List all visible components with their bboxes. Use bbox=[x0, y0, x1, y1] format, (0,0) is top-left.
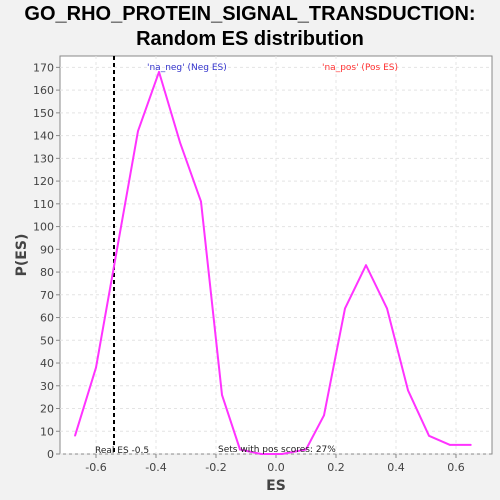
y-tick-label: 110 bbox=[33, 198, 54, 211]
data-point bbox=[323, 414, 325, 417]
x-tick-label: -0.6 bbox=[85, 461, 106, 474]
data-point bbox=[428, 435, 430, 437]
y-tick-label: 70 bbox=[40, 289, 54, 302]
y-tick-label: 10 bbox=[40, 425, 54, 438]
y-tick-label: 160 bbox=[33, 84, 54, 97]
x-axis-title: ES bbox=[266, 478, 286, 494]
data-point bbox=[260, 453, 262, 455]
y-tick-label: 90 bbox=[40, 243, 54, 256]
chart-title-line-1: GO_RHO_PROTEIN_SIGNAL_TRANSDUCTION: bbox=[24, 3, 476, 25]
y-tick-label: 130 bbox=[33, 152, 54, 165]
y-tick-label: 120 bbox=[33, 175, 54, 188]
y-tick-label: 0 bbox=[47, 448, 54, 461]
y-tick-label: 20 bbox=[40, 403, 54, 416]
data-point bbox=[470, 444, 472, 446]
data-point bbox=[239, 448, 241, 451]
data-point bbox=[305, 448, 307, 451]
y-tick-label: 60 bbox=[40, 312, 54, 325]
y-tick-label: 80 bbox=[40, 266, 54, 279]
y-tick-label: 140 bbox=[33, 130, 54, 143]
x-tick-label: -0.4 bbox=[145, 461, 166, 474]
data-point bbox=[365, 264, 367, 267]
pos-es-label: 'na_pos' (Pos ES) bbox=[322, 63, 398, 73]
y-tick-label: 150 bbox=[33, 107, 54, 120]
y-tick-label: 170 bbox=[33, 61, 54, 74]
neg-es-label: 'na_neg' (Neg ES) bbox=[147, 63, 227, 73]
axes: 0 10 20 30 40 50 60 70 80 90 100 110 120 130 140 150 160… bbox=[33, 61, 465, 474]
data-point bbox=[407, 389, 409, 392]
y-tick-label: 100 bbox=[33, 221, 54, 234]
pos-scores-label: Sets with pos scores: 27% bbox=[218, 445, 336, 455]
data-point bbox=[386, 307, 388, 310]
chart-title: GO_RHO_PROTEIN_SIGNAL_TRANSDUCTION: Rand… bbox=[0, 2, 500, 52]
data-point bbox=[74, 435, 76, 437]
y-axis-title: P(ES) bbox=[14, 234, 30, 277]
data-point bbox=[200, 200, 202, 203]
annotations: 'na_neg' (Neg ES) 'na_pos' (Pos ES) Real… bbox=[95, 63, 398, 456]
data-point bbox=[221, 394, 223, 396]
data-point bbox=[344, 307, 346, 310]
x-tick-label: -0.2 bbox=[205, 461, 226, 474]
x-tick-label: 0.4 bbox=[387, 461, 405, 474]
data-point bbox=[179, 141, 181, 144]
grid bbox=[60, 56, 492, 455]
chart-title-line-2: Random ES distribution bbox=[136, 28, 364, 50]
y-tick-label: 50 bbox=[40, 334, 54, 347]
data-point bbox=[158, 71, 160, 73]
x-tick-label: 0.2 bbox=[327, 461, 345, 474]
y-tick-label: 30 bbox=[40, 380, 54, 393]
x-tick-label: 0.0 bbox=[267, 461, 285, 474]
data-point bbox=[95, 366, 97, 369]
real-es-label: Real ES -0.5 bbox=[95, 446, 149, 456]
data-point bbox=[449, 444, 451, 446]
x-tick-label: 0.6 bbox=[447, 461, 465, 474]
data-point bbox=[137, 130, 139, 132]
y-tick-label: 40 bbox=[40, 357, 54, 370]
series-layer bbox=[74, 56, 472, 455]
data-point bbox=[281, 453, 283, 455]
